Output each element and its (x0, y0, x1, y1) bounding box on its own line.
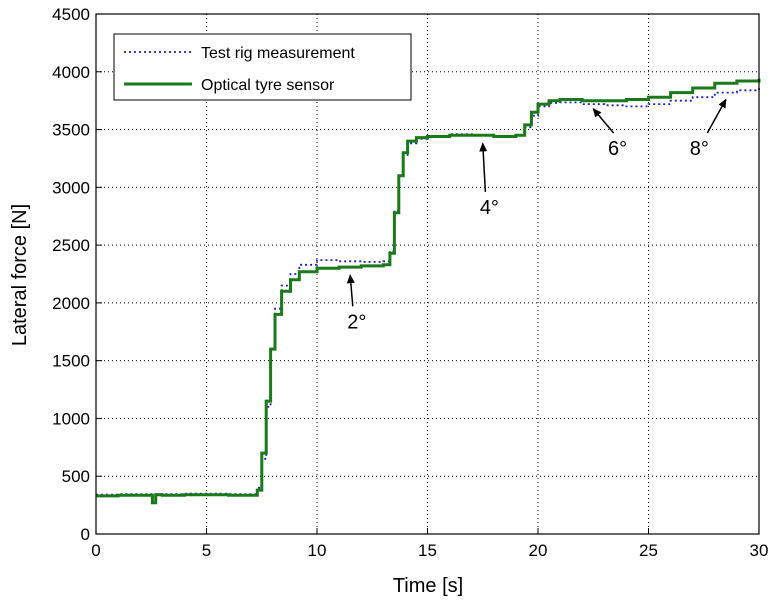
series-line-optical-sensor (96, 78, 761, 505)
y-tick-label: 0 (81, 525, 90, 544)
y-tick-label: 3500 (52, 121, 90, 140)
legend-label-optical: Optical tyre sensor (201, 77, 335, 94)
y-tick-label: 2500 (52, 236, 90, 255)
y-tick-label: 1500 (52, 352, 90, 371)
annotations: 2° 4° 6° 8° (346, 98, 727, 333)
y-tick-label: 500 (62, 467, 90, 486)
x-axis: 0 5 10 15 20 25 30 (91, 528, 768, 560)
x-tick-label: 30 (750, 541, 768, 560)
x-tick-label: 5 (202, 541, 211, 560)
x-tick-label: 20 (529, 541, 548, 560)
x-tick-label: 0 (91, 541, 100, 560)
series-layer (96, 78, 761, 505)
x-tick-label: 10 (308, 541, 327, 560)
y-tick-label: 1000 (52, 409, 90, 428)
annotation-label: 8° (690, 138, 709, 160)
legend-box (113, 33, 412, 101)
legend: Test rig measurement Optical tyre sensor (113, 33, 412, 101)
annotation-label: 2° (347, 311, 366, 333)
y-tick-label: 4500 (52, 5, 90, 24)
annotation-arrow (479, 142, 488, 192)
annotation-label: 4° (480, 197, 499, 219)
x-tick-label: 15 (418, 541, 437, 560)
annotation-label: 6° (608, 138, 627, 160)
y-axis: 0 500 1000 1500 2000 2500 3000 3500 4000 4500 (52, 5, 102, 544)
annotation-arrow (592, 107, 615, 134)
y-axis-label: Lateral force [N] (9, 204, 31, 346)
annotation-arrow (706, 98, 727, 134)
x-axis-label: Time [s] (393, 575, 463, 597)
y-tick-label: 4000 (52, 63, 90, 82)
x-tick-label: 25 (639, 541, 658, 560)
y-tick-label: 3000 (52, 178, 90, 197)
legend-label-test-rig: Test rig measurement (201, 45, 355, 62)
annotation-arrow (346, 274, 355, 307)
y-tick-label: 2000 (52, 294, 90, 313)
grid (96, 14, 759, 534)
